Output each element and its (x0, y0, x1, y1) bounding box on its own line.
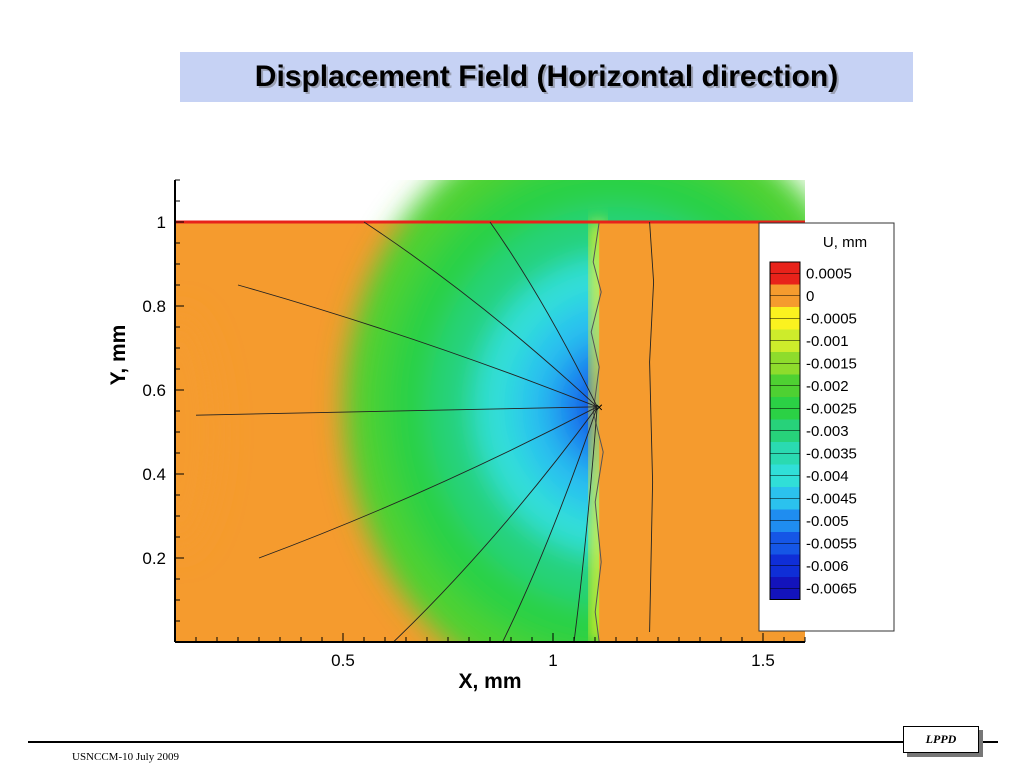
field-band (175, 312, 220, 552)
y-axis-label: Y, mm (107, 325, 130, 386)
streamline (649, 221, 655, 633)
streamline (489, 221, 598, 407)
legend-label: -0.0035 (806, 445, 857, 462)
legend-label: -0.003 (806, 423, 849, 440)
lab-logo: LPPD (903, 726, 979, 753)
x-tick-label: 1 (548, 651, 557, 670)
color-legend: U, mm 0.0005 0 -0.0005 -0.001 -0.0015 -0.002 -… (758, 222, 895, 632)
crack-tip-marker: ✕ (595, 403, 603, 414)
contour-field (175, 180, 805, 642)
legend-label: -0.0045 (806, 490, 857, 507)
slide-title-banner: Displacement Field (Horizontal direction… (180, 52, 913, 102)
legend-label: -0.0065 (806, 580, 857, 597)
streamline (502, 406, 598, 643)
legend-label: 0 (806, 288, 814, 305)
footer-text: USNCCM-10 July 2009 (72, 751, 179, 763)
x-axis-ticks: 0.5 1 1.5 (195, 633, 806, 670)
streamline (237, 284, 598, 408)
streamline (573, 406, 598, 643)
y-tick-label: 1 (157, 213, 166, 232)
legend-label: -0.0025 (806, 400, 857, 417)
footer-divider (28, 741, 998, 743)
legend-label: -0.004 (806, 468, 849, 485)
legend-label: -0.0015 (806, 355, 857, 372)
legend-label: -0.001 (806, 333, 849, 350)
legend-title: U, mm (823, 234, 867, 251)
x-tick-label: 0.5 (331, 651, 355, 670)
legend-label: -0.0005 (806, 310, 857, 327)
legend-label: 0.0005 (806, 265, 852, 282)
y-tick-label: 0.6 (142, 381, 166, 400)
legend-label: -0.0055 (806, 535, 857, 552)
legend-label: -0.002 (806, 378, 849, 395)
logo-text: LPPD (925, 732, 957, 746)
streamline (363, 221, 598, 408)
streamline (195, 406, 598, 416)
x-tick-label: 1.5 (751, 651, 775, 670)
slide-title: Displacement Field (Horizontal direction… (254, 60, 839, 93)
y-tick-label: 0.4 (142, 465, 166, 484)
y-tick-label: 0.2 (142, 549, 166, 568)
legend-bar-frame (769, 261, 801, 600)
streamline (393, 406, 598, 643)
legend-label: -0.005 (806, 513, 849, 530)
streamline (258, 406, 598, 559)
y-axis-ticks: 0.2 0.4 0.6 0.8 1 (142, 179, 184, 622)
legend-label: -0.006 (806, 558, 849, 575)
legend-levels: 0.0005 0 -0.0005 -0.001 -0.0015 -0.002 -0.0025… (769, 261, 857, 600)
streamlines: ✕ (195, 221, 655, 643)
y-tick-label: 0.8 (142, 297, 166, 316)
x-axis-label: X, mm (458, 670, 521, 693)
